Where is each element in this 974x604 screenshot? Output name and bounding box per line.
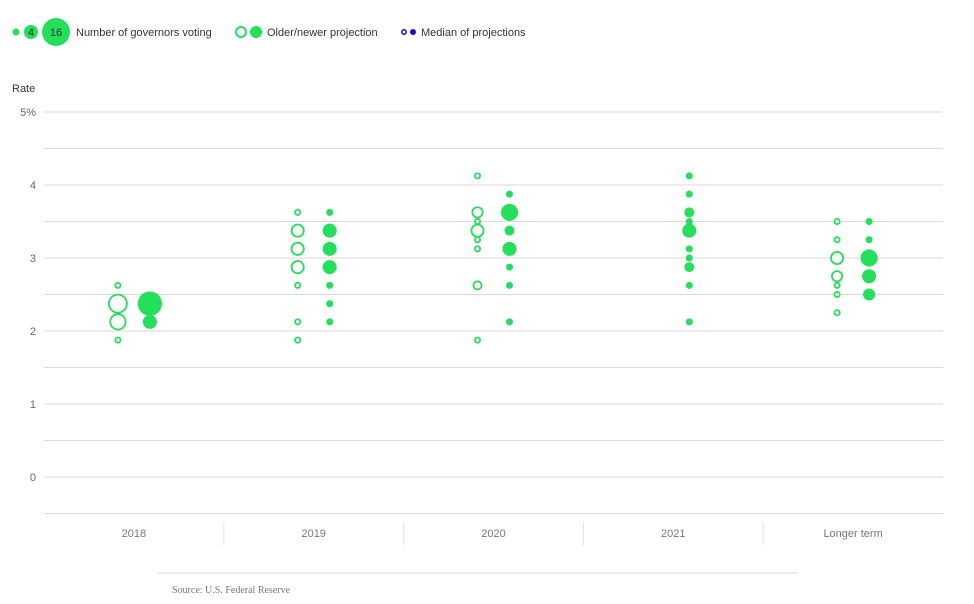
y-axis-label: Rate — [12, 83, 35, 95]
older-projection-dot — [473, 217, 481, 225]
newer-projection-dot — [506, 318, 513, 326]
legend-size-4-label: 4 — [28, 27, 34, 39]
newer-projection-dot — [865, 218, 873, 225]
newer-projection-dot — [685, 254, 693, 262]
older-projection-dot — [473, 236, 481, 244]
older-projection-dot — [833, 290, 841, 298]
newer-projection-dot — [685, 245, 693, 253]
newer-projection-dot — [322, 241, 337, 256]
newer-projection-dot — [862, 269, 877, 284]
legend-projection-label: Older/newer projection — [267, 27, 378, 39]
newer-projection-dot — [326, 281, 334, 289]
older-projection-dot — [473, 336, 481, 344]
legend-median-older-icon — [401, 29, 407, 35]
older-projection-dot — [473, 172, 481, 180]
y-tick-label: 2 — [30, 326, 36, 338]
legend-older-icon — [235, 26, 247, 38]
newer-projection-dot — [326, 300, 334, 308]
newer-projection-dot — [504, 225, 515, 236]
newer-projection-dot — [506, 190, 513, 198]
legend-median-newer-icon — [410, 29, 416, 35]
legend: 4 16 Number of governors voting Older/ne… — [12, 18, 526, 46]
y-tick-label: 0 — [30, 472, 36, 484]
newer-projection-dot — [865, 236, 873, 244]
newer-projection-dot — [860, 249, 878, 267]
older-projection-dot — [294, 336, 302, 344]
older-projection-dot — [290, 260, 305, 275]
older-projection-dot — [833, 236, 841, 244]
older-projection-dot — [830, 250, 845, 265]
older-projection-dot — [472, 280, 483, 291]
newer-projection-dot — [682, 223, 697, 238]
older-projection-dot — [473, 245, 481, 253]
legend-size-label: Number of governors voting — [76, 27, 212, 39]
older-projection-dot — [833, 217, 841, 225]
y-tick-label: 4 — [30, 180, 36, 192]
older-projection-dot — [108, 293, 128, 314]
older-projection-dot — [109, 313, 127, 331]
older-projection-dot — [290, 223, 305, 238]
older-projection-dot — [114, 281, 122, 289]
newer-projection-dot — [684, 262, 695, 273]
gridlines — [44, 111, 943, 514]
x-category-label: Longer term — [823, 528, 882, 540]
source-note: Source: U.S. Federal Reserve — [172, 585, 291, 596]
y-tick-label: 3 — [30, 253, 36, 265]
newer-projection-dot — [685, 172, 693, 180]
dots — [108, 172, 878, 344]
older-projection-dot — [833, 281, 841, 289]
older-projection-dot — [294, 318, 302, 326]
newer-projection-dot — [684, 207, 695, 218]
x-category-label: 2018 — [122, 528, 146, 540]
older-projection-dot — [294, 208, 302, 216]
y-tick-label: 5% — [20, 107, 36, 119]
older-projection-dot — [114, 336, 122, 344]
y-ticks: 5% 4 3 2 1 0 — [20, 107, 36, 484]
newer-projection-dot — [137, 291, 163, 316]
newer-projection-dot — [326, 208, 334, 216]
legend-size-16-icon — [42, 18, 70, 46]
newer-projection-dot — [506, 263, 513, 271]
legend-newer-icon — [250, 26, 262, 38]
x-category-label: 2020 — [481, 528, 505, 540]
legend-size-4-icon — [24, 25, 38, 39]
x-category-label: 2019 — [301, 528, 325, 540]
legend-size-1-icon — [12, 28, 20, 36]
newer-projection-dot — [685, 281, 693, 289]
older-projection-dot — [290, 241, 305, 256]
legend-size-16-label: 16 — [50, 27, 62, 39]
newer-projection-dot — [502, 241, 517, 256]
y-tick-label: 1 — [30, 399, 36, 411]
older-projection-dot — [831, 270, 844, 283]
newer-projection-dot — [685, 190, 693, 198]
x-categories: 2018 2019 2020 2021 Longer term — [122, 522, 883, 545]
newer-projection-dot — [322, 223, 337, 238]
older-projection-dot — [470, 223, 485, 238]
older-projection-dot — [471, 206, 484, 219]
newer-projection-dot — [326, 318, 334, 326]
older-projection-dot — [833, 309, 841, 317]
x-category-label: 2021 — [661, 528, 685, 540]
newer-projection-dot — [322, 260, 337, 275]
newer-projection-dot — [142, 314, 157, 329]
newer-projection-dot — [685, 218, 693, 225]
newer-projection-dot — [863, 288, 876, 301]
newer-projection-dot — [506, 281, 513, 289]
older-projection-dot — [294, 281, 302, 289]
legend-median-label: Median of projections — [421, 27, 526, 39]
newer-projection-dot — [500, 203, 519, 221]
newer-projection-dot — [685, 318, 693, 326]
